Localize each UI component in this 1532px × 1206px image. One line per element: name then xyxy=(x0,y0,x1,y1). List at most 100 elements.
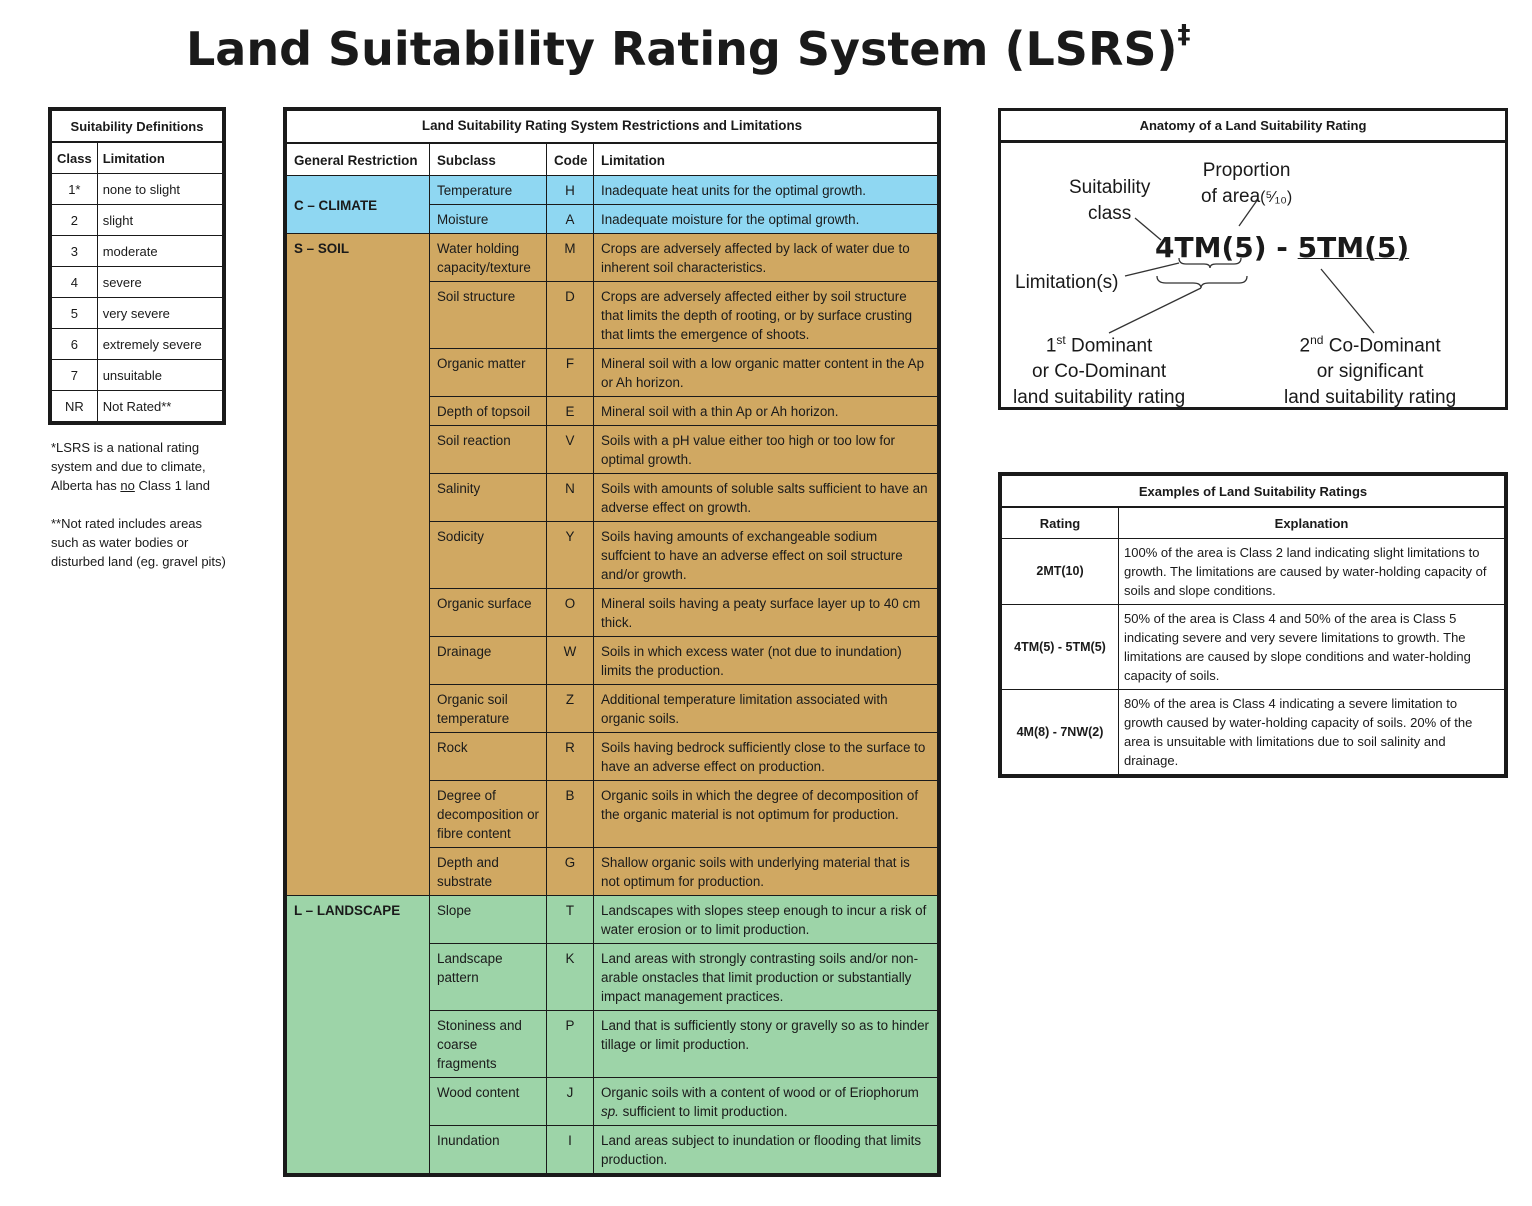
first-dominant-line1: 1st Dominant xyxy=(1013,327,1185,359)
definitions-col-class: Class xyxy=(51,141,98,174)
limitation-cell: Mineral soil with a low organic matter c… xyxy=(593,348,938,397)
col-explanation: Explanation xyxy=(1118,506,1505,539)
code-cell: Z xyxy=(546,684,594,733)
class-cell: 1* xyxy=(51,173,98,205)
limitation-cell: Soils with amounts of soluble salts suff… xyxy=(593,473,938,522)
table-row: C – CLIMATE Temperature H Inadequate hea… xyxy=(286,175,938,234)
note1-text-a: *LSRS is a national rating system and du… xyxy=(51,440,206,493)
table-row: 4M(8) - 7NW(2) 80% of the area is Class 4… xyxy=(1001,689,1505,775)
table-row: Degree of decomposition or fibre content… xyxy=(287,780,938,848)
subclass-cell: Stoniness and coarse fragments xyxy=(429,1010,547,1078)
group-climate: C – CLIMATE xyxy=(286,175,430,234)
anatomy-box: Anatomy of a Land Suitability Rating Sui… xyxy=(998,108,1508,410)
proportion-leader-line xyxy=(1238,198,1259,227)
limitation-cell: none to slight xyxy=(96,173,224,205)
title-text: Land Suitability Rating System (LSRS) xyxy=(186,22,1178,76)
limitation-cell: Mineral soil with a thin Ap or Ah horizo… xyxy=(593,396,938,426)
dom1-num: 1 xyxy=(1045,335,1057,357)
subclass-cell: Depth and substrate xyxy=(429,847,547,896)
suitability-class-line2: class xyxy=(1088,203,1132,224)
code-cell: J xyxy=(546,1077,594,1126)
limitation-cell: Soils in which excess water (not due to … xyxy=(593,636,938,685)
definition-row: 1* none to slight xyxy=(51,173,224,205)
code-cell: E xyxy=(546,396,594,426)
subclass-cell: Inundation xyxy=(429,1125,547,1174)
anatomy-leader-lines xyxy=(1108,198,1375,334)
table-row: 4TM(5) - 5TM(5) 50% of the area is Class … xyxy=(1001,604,1505,690)
limitation-cell: very severe xyxy=(96,297,224,329)
table-row: Depth of topsoil E Mineral soil with a thi… xyxy=(287,396,938,426)
examples-caption: Examples of Land Suitability Ratings xyxy=(1001,475,1505,508)
table-row: Landscape pattern K Land areas with strong… xyxy=(287,943,938,1011)
definition-row: NR Not Rated** xyxy=(51,390,224,422)
class-cell: 3 xyxy=(51,235,98,267)
definitions-caption: Suitability Definitions xyxy=(51,110,223,143)
code-cell: H xyxy=(546,175,594,205)
group-soil: S – SOIL xyxy=(286,233,430,896)
code-cell: F xyxy=(546,348,594,397)
col-code: Code xyxy=(546,142,594,176)
limitation-cell: Crops are adversely affected either by s… xyxy=(593,281,938,349)
limitation-cell: severe xyxy=(96,266,224,298)
table-row: Stoniness and coarse fragments P Land that… xyxy=(287,1010,938,1078)
subclass-cell: Soil structure xyxy=(429,281,547,349)
subclass-cell: Drainage xyxy=(429,636,547,685)
class-leader-line xyxy=(1134,217,1162,241)
group-landscape: L – LANDSCAPE xyxy=(286,895,430,1174)
limitations-label: Limitation(s) xyxy=(1015,272,1119,293)
definition-row: 4 severe xyxy=(51,266,224,298)
limitation-leader-line xyxy=(1124,262,1180,277)
code-cell: K xyxy=(546,943,594,1011)
table-row: S – SOIL Water holding capacity/texture … xyxy=(286,233,938,896)
subclass-cell: Soil reaction xyxy=(429,425,547,474)
code-cell: R xyxy=(546,732,594,781)
code-cell: B xyxy=(546,780,594,848)
table-row: Organic soil temperature Z Additional temp… xyxy=(287,684,938,733)
suitability-class-line1: Suitability xyxy=(1069,177,1151,198)
subclass-cell: Organic soil temperature xyxy=(429,684,547,733)
dom1-text: Dominant xyxy=(1065,335,1153,357)
class-cell: 5 xyxy=(51,297,98,329)
table-row: Moisture A Inadequate moisture for the o… xyxy=(287,204,938,234)
code-cell: A xyxy=(546,204,594,234)
note1-underlined: no xyxy=(120,478,135,493)
table-row: Sodicity Y Soils having amounts of exchang… xyxy=(287,521,938,589)
note1-text-b: Class 1 land xyxy=(134,478,210,493)
class-cell: 7 xyxy=(51,359,98,391)
limitation-cell: slight xyxy=(96,204,224,236)
second-codominant-line2: or significant xyxy=(1316,361,1424,383)
limitation-cell: unsuitable xyxy=(96,359,224,391)
class-cell: 6 xyxy=(51,328,98,360)
first-dominant-line2: or Co-Dominant xyxy=(1032,361,1167,383)
table-row: Inundation I Land areas subject to inundat… xyxy=(287,1125,938,1174)
anatomy-caption: Anatomy of a Land Suitability Rating xyxy=(1001,111,1505,143)
second-codominant-label: 2nd Co-Dominant or significant land suit… xyxy=(1284,327,1456,411)
dom2-sup: nd xyxy=(1310,333,1324,347)
subclass-cell: Temperature xyxy=(429,175,547,205)
title-footnote-mark: ‡ xyxy=(1177,20,1191,50)
limitation-italic: sp. xyxy=(601,1104,619,1119)
limitation-cell: Land that is sufficiently stony or grave… xyxy=(593,1010,938,1078)
main-caption: Land Suitability Rating System Restricti… xyxy=(286,110,938,144)
table-row: L – LANDSCAPE Slope T Landscapes with sl… xyxy=(286,895,938,1174)
col-general-restriction: General Restriction xyxy=(286,142,430,176)
col-limitation: Limitation xyxy=(593,142,938,176)
limitation-cell: Additional temperature limitation associ… xyxy=(593,684,938,733)
col-subclass: Subclass xyxy=(429,142,547,176)
class-cell: 2 xyxy=(51,204,98,236)
explanation-cell: 100% of the area is Class 2 land indicat… xyxy=(1118,538,1505,605)
definition-row: 7 unsuitable xyxy=(51,359,224,391)
subclass-cell: Water holding capacity/texture xyxy=(429,233,547,282)
subclass-cell: Depth of topsoil xyxy=(429,396,547,426)
table-row: Rock R Soils having bedrock sufficiently c… xyxy=(287,732,938,781)
table-row: Depth and substrate G Shallow organic soil… xyxy=(287,847,938,896)
class-cell: 4 xyxy=(51,266,98,298)
proportion-text: of area xyxy=(1201,186,1261,207)
code-cell: N xyxy=(546,473,594,522)
limitation-cell: extremely severe xyxy=(96,328,224,360)
first-dominant-label: 1st Dominant or Co-Dominant land suitabi… xyxy=(1013,327,1185,411)
limitation-cell: Land areas with strongly contrasting soi… xyxy=(593,943,938,1011)
limitation-cell: Soils with a pH value either too high or… xyxy=(593,425,938,474)
subclass-cell: Rock xyxy=(429,732,547,781)
proportion-fraction: (⁵⁄₁₀) xyxy=(1260,189,1293,206)
